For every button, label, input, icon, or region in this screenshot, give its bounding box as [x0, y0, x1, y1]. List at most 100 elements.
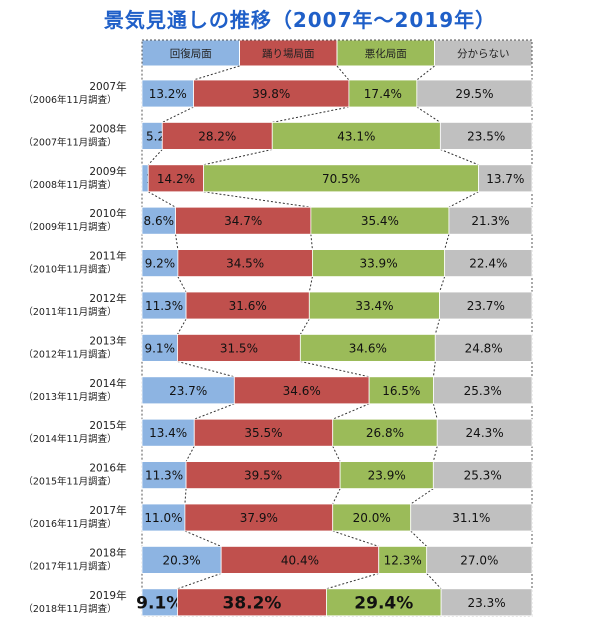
data-label-recovery: 8.6%: [144, 214, 175, 228]
connector-line: [177, 318, 187, 335]
connector-line: [147, 149, 163, 166]
bar-recovery: [141, 503, 186, 532]
row-year-label: 2014年: [89, 377, 126, 390]
bar-worsening: [339, 461, 434, 490]
bar-unknown: [426, 546, 533, 574]
row-survey-label: （2007年11月調査）: [23, 136, 116, 148]
data-label-plateau: 34.7%: [224, 214, 262, 228]
connector-line: [177, 360, 235, 378]
row-year-label: 2011年: [89, 250, 126, 263]
row-survey-label: （2006年11月調査）: [23, 94, 116, 106]
data-label-unknown: 31.1%: [452, 511, 490, 525]
data-label-unknown: 22.4%: [469, 257, 507, 271]
bar-recovery: [141, 291, 187, 320]
bar-worsening: [312, 249, 446, 278]
data-label-unknown: 29.5%: [455, 87, 493, 101]
connector-line: [177, 276, 187, 293]
legend-recovery-swatch: [141, 39, 240, 67]
bar-worsening: [332, 503, 412, 532]
connector-line: [336, 65, 350, 81]
data-label-worsening: 33.9%: [359, 257, 397, 271]
row-year-label: 2007年: [89, 80, 126, 93]
data-label-recovery: 9.2%: [145, 257, 176, 271]
row-survey-label: （2010年11月調査）: [23, 264, 116, 276]
bar-recovery: [141, 546, 222, 574]
row-survey-label: （2012年11月調査）: [23, 348, 116, 360]
bar-worsening: [299, 333, 436, 362]
row-year-label: 2015年: [89, 419, 126, 432]
bar-worsening: [310, 206, 450, 235]
row-year-label: 2017年: [89, 504, 126, 517]
data-label-recovery: 11.3%: [145, 299, 183, 313]
bar-worsening: [348, 79, 418, 108]
data-label-plateau: 37.9%: [240, 511, 278, 525]
connector-line: [448, 191, 479, 208]
legend-plateau-label: 踊り場局面: [262, 47, 315, 60]
connector-line: [416, 106, 441, 123]
data-label-unknown: 24.3%: [466, 426, 504, 440]
bar-plateau: [161, 122, 273, 150]
connector-line: [426, 573, 442, 590]
connector-line: [432, 403, 438, 420]
connector-line: [410, 488, 434, 505]
connector-line: [203, 148, 273, 166]
data-label-plateau: 28.2%: [198, 129, 236, 143]
data-label-unknown: 23.3%: [468, 596, 506, 610]
connector-line: [432, 446, 438, 462]
bar-plateau: [177, 249, 313, 278]
data-label-recovery: 11.0%: [144, 511, 182, 525]
bar-recovery: [141, 249, 179, 278]
data-label-recovery: 11.3%: [145, 469, 183, 483]
bar-plateau: [184, 503, 334, 532]
connector-line: [432, 361, 436, 377]
data-label-plateau: 31.6%: [229, 299, 267, 313]
bar-plateau: [177, 333, 301, 362]
connector-line: [147, 191, 176, 208]
connector-line: [326, 572, 379, 590]
data-label-worsening: 35.4%: [361, 214, 399, 228]
data-label-worsening: 33.4%: [355, 299, 393, 313]
data-label-unknown: 21.3%: [471, 214, 509, 228]
data-label-unknown: 13.7%: [486, 172, 524, 186]
row-year-label: 2018年: [89, 546, 126, 559]
row-year-label: 2010年: [89, 207, 126, 220]
bar-unknown: [410, 503, 533, 532]
data-label-plateau: 34.5%: [226, 257, 264, 271]
bar-recovery: [141, 461, 187, 490]
data-label-worsening: 26.8%: [366, 426, 404, 440]
bar-plateau: [185, 291, 310, 320]
data-label-worsening: 16.5%: [382, 384, 420, 398]
row-survey-label: （2016年11月調査）: [23, 518, 116, 530]
bar-recovery: [141, 206, 176, 235]
legend-unknown-swatch: [434, 39, 533, 67]
bar-recovery: [141, 588, 178, 617]
data-label-recovery: 13.2%: [149, 87, 187, 101]
connector-line: [332, 445, 341, 462]
data-label-plateau: 39.5%: [244, 469, 282, 483]
data-label-unknown: 25.3%: [464, 469, 502, 483]
data-label-worsening: 23.9%: [368, 469, 406, 483]
connector-line: [439, 276, 446, 293]
connector-line: [184, 530, 222, 547]
connector-line: [434, 318, 441, 335]
row-year-label: 2009年: [89, 165, 126, 178]
bar-recovery: [141, 418, 195, 447]
legend-plateau-swatch: [239, 39, 338, 67]
data-label-recovery: 9.1%: [136, 593, 183, 613]
connector-line: [184, 488, 187, 505]
bar-unknown: [439, 291, 533, 320]
bar-plateau: [177, 588, 327, 617]
data-label-unknown: 27.0%: [460, 553, 498, 567]
bar-worsening: [368, 376, 434, 405]
connector-line: [332, 488, 341, 505]
connector-line: [444, 234, 450, 250]
row-year-label: 2019年: [89, 589, 126, 602]
data-label-worsening: 43.1%: [337, 129, 375, 143]
connector-line: [300, 360, 370, 378]
bar-unknown: [416, 79, 533, 108]
row-survey-label: （2013年11月調査）: [23, 391, 116, 403]
bar-worsening: [326, 588, 442, 617]
legend-worsening-swatch: [336, 39, 435, 67]
data-label-unknown: 23.5%: [467, 129, 505, 143]
